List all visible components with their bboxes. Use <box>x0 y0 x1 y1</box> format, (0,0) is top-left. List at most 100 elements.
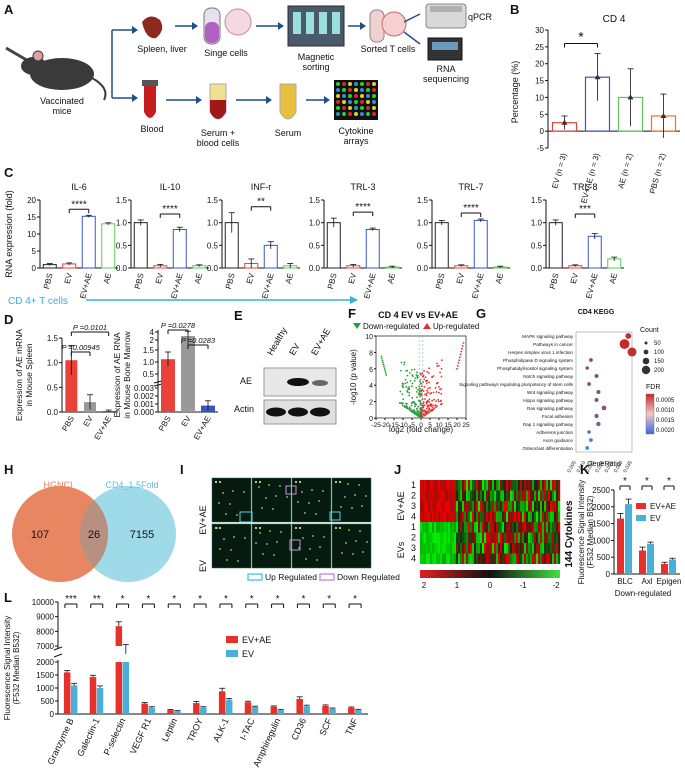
tcell-icon <box>381 11 407 37</box>
chart-c-y-tick-label: 20 <box>27 196 36 205</box>
chart-f-point <box>419 412 422 415</box>
chart-f-point <box>440 402 443 405</box>
heatmap-cell <box>432 490 435 501</box>
array-spot-icon <box>348 88 352 92</box>
chart-c-y-tick-label: 1.5 <box>207 196 219 205</box>
heatmap-cell <box>504 490 507 501</box>
heatmap-cell <box>500 532 503 543</box>
heatmap-cell <box>464 532 467 543</box>
heatmap-cell <box>440 501 443 512</box>
heatmap-cell <box>488 511 491 522</box>
chart-g-color-legend-label: 0.0010 <box>656 408 675 414</box>
chart-g-color-legend-label: 0.0005 <box>656 398 675 404</box>
chart-f-point <box>421 398 424 400</box>
chart-l-x-tick-label: TNF <box>343 716 360 737</box>
chart-d1-y-tick-label: 0.5 <box>47 383 59 392</box>
heatmap-cell <box>500 553 503 564</box>
chart-f-x-tick-label: 25 <box>462 422 470 429</box>
array-spot-icon <box>360 94 364 98</box>
chart-c-trl7: TRL-7 0.0 0.5 1.0 1.5 PBS EV EV+AE AE **** <box>417 182 510 300</box>
chart-f-point <box>428 408 431 410</box>
chart-f-point <box>416 374 419 377</box>
heatmap-cell <box>476 532 479 543</box>
chart-l-sig-label: * <box>121 594 125 605</box>
chart-c-sig-label: **** <box>71 199 87 210</box>
blot-lane-label: EV <box>287 342 302 357</box>
array-spot <box>236 514 238 516</box>
chart-l-bar <box>96 688 104 714</box>
chart-c-bar <box>326 222 341 269</box>
heatmap-cell <box>476 543 479 554</box>
chart-f-point <box>385 374 388 376</box>
heatmap-cell <box>518 490 521 501</box>
array-spot <box>315 513 317 515</box>
chart-c-x-tick-label: EV+AE <box>584 272 599 299</box>
heatmap-cell <box>514 522 517 533</box>
chart-c-y-tick-label: 1.5 <box>531 196 543 205</box>
heatmap-cell <box>536 553 539 564</box>
heatmap-cell <box>522 501 525 512</box>
array-slide <box>251 477 292 523</box>
chart-f-point <box>428 398 431 401</box>
heatmap-cell <box>480 501 483 512</box>
heatmap-cell <box>424 543 427 554</box>
heatmap-cell <box>432 480 435 491</box>
chart-d2-y-tick-label: 0.003 <box>134 384 155 393</box>
chart-l-sig-label: * <box>276 594 280 605</box>
chart-l-y-tick-label: 1500 <box>36 671 54 680</box>
arrow-head-icon <box>192 22 198 30</box>
chart-f-point <box>456 365 459 367</box>
chart-l-x-tick-label: P-selectin <box>102 717 128 757</box>
chart-g-category-label: Hippo signaling pathway <box>523 398 574 403</box>
chart-f-point <box>425 402 428 405</box>
heatmap-scale-label: -2 <box>552 581 560 590</box>
chart-f-point <box>408 408 411 411</box>
chart-f-point <box>419 395 422 398</box>
array-spot <box>323 536 325 538</box>
chart-f-point <box>407 387 409 390</box>
heatmap-cell <box>436 543 439 554</box>
chart-f-point <box>413 368 416 371</box>
chart-k-bar <box>647 543 654 574</box>
chart-f-point <box>422 381 425 384</box>
heatmap-cell <box>558 553 561 564</box>
heatmap-row-label: 3 <box>411 501 416 511</box>
heatmap-cell <box>438 532 441 543</box>
heatmap-cell <box>492 522 495 533</box>
array-spot <box>286 496 288 498</box>
heatmap-cell <box>490 490 493 501</box>
chart-f-point <box>406 374 409 377</box>
heatmap-cell <box>486 480 489 491</box>
chart-d2-y-tick-label: 0.000 <box>134 408 155 417</box>
chart-f-point <box>412 409 415 412</box>
heatmap-cell <box>538 480 541 491</box>
chart-f-point <box>413 401 415 403</box>
heatmap-cell <box>462 532 465 543</box>
heatmap-cell <box>504 511 507 522</box>
heatmap-cell <box>478 490 481 501</box>
array-spot <box>237 560 239 562</box>
chart-d2-sig-label: P =0.0278 <box>161 321 196 330</box>
heatmap-cell <box>484 480 487 491</box>
heatmap-row-label: 3 <box>411 543 416 553</box>
chart-k-x-tick-label: BLC <box>617 577 633 586</box>
heatmap-cell <box>536 511 539 522</box>
heatmap-cell <box>494 480 497 491</box>
chart-l-y-tick-label: 8000 <box>36 627 54 636</box>
heatmap-cell <box>468 532 471 543</box>
heatmap-cell <box>556 543 559 554</box>
heatmap-cell <box>528 511 531 522</box>
array-spot-icon <box>354 100 358 104</box>
heatmap-cell <box>554 501 557 512</box>
chart-f-point <box>422 402 424 405</box>
chart-g-frame <box>575 331 633 453</box>
heatmap-cell <box>436 532 439 543</box>
venn-left-name: HGNCI <box>44 480 73 490</box>
heatmap-group-evae: EV+AE <box>396 491 406 520</box>
chart-f-point <box>424 393 426 396</box>
chart-c-x-tick-label: PBS <box>326 272 339 290</box>
heatmap-cell <box>476 522 479 533</box>
heatmap-cell <box>438 490 441 501</box>
heatmap-cell <box>554 532 557 543</box>
chart-b-y-tick-label: 25 <box>535 43 544 52</box>
